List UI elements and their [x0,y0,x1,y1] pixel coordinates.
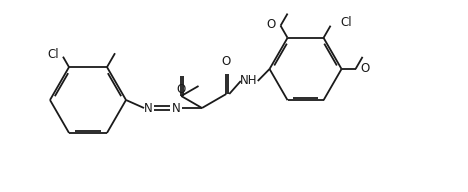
Text: Cl: Cl [47,48,59,61]
Text: Cl: Cl [341,16,352,29]
Text: O: O [266,18,276,31]
Text: O: O [222,55,231,68]
Text: N: N [172,102,180,114]
Text: O: O [360,63,370,75]
Text: O: O [176,83,186,96]
Text: NH: NH [240,74,257,88]
Text: N: N [144,102,153,114]
